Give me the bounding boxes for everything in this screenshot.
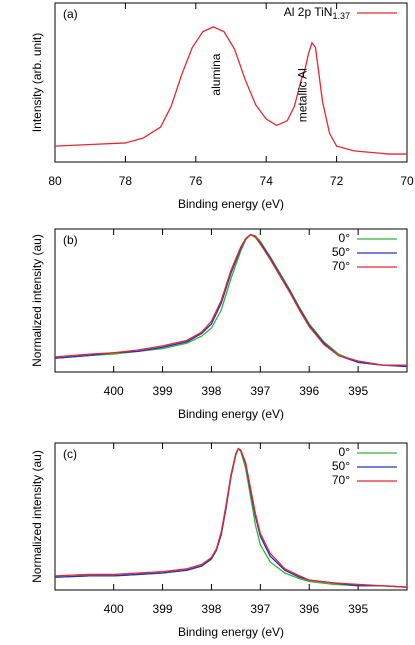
line-series [54, 26, 407, 155]
line-series [54, 233, 408, 368]
y-axis-label: Normalized intensity (au) [30, 234, 44, 367]
x-tick-label: 80 [48, 174, 62, 188]
x-tick-label: 396 [299, 602, 319, 616]
legend-name: 0° [339, 231, 351, 245]
line-series [54, 447, 408, 588]
y-axis-label: Normalized intensity (au) [30, 450, 44, 583]
x-tick-label: 399 [153, 602, 173, 616]
legend-name: 70° [332, 473, 350, 487]
panel-label: (b) [63, 233, 78, 247]
x-tick-label: 400 [104, 384, 124, 398]
x-tick-label: 395 [348, 602, 368, 616]
y-axis-label: Intensity (arb. unit) [30, 33, 44, 132]
panel-label: (c) [63, 447, 77, 461]
line-series [54, 233, 407, 366]
x-tick-label: 395 [348, 384, 368, 398]
plot-frame [54, 228, 408, 373]
x-tick-label: 396 [299, 384, 319, 398]
x-tick-label: 78 [119, 174, 133, 188]
x-tick-label: 398 [201, 384, 221, 398]
annotation: metallic Al [295, 68, 309, 122]
legend-name: Al 2p TiN [284, 5, 333, 19]
legend-label: 50° [332, 245, 350, 259]
x-tick-label: 397 [250, 602, 270, 616]
x-tick-label: 74 [260, 174, 274, 188]
line-series [54, 447, 408, 588]
x-tick-label: 72 [330, 174, 344, 188]
x-tick-label: 399 [153, 384, 173, 398]
x-axis-label: Binding energy (eV) [178, 625, 284, 639]
legend-label: 0° [339, 231, 351, 245]
legend-name: 50° [332, 459, 350, 473]
legend-name: 70° [332, 259, 350, 273]
legend-subscript: 1.37 [332, 11, 350, 21]
legend-label: 50° [332, 459, 350, 473]
plot-frame [54, 2, 408, 163]
x-tick-label: 398 [201, 602, 221, 616]
x-axis-label: Binding energy (eV) [178, 407, 284, 421]
x-tick-label: 70 [400, 174, 414, 188]
panel-label: (a) [63, 7, 78, 21]
line-series [54, 233, 408, 368]
x-tick-label: 397 [250, 384, 270, 398]
legend-label: 70° [332, 259, 350, 273]
legend-label: Al 2p TiN1.37 [284, 5, 350, 21]
legend-name: 50° [332, 245, 350, 259]
plot-frame [54, 442, 408, 591]
x-tick-label: 76 [189, 174, 203, 188]
x-axis-label: Binding energy (eV) [178, 197, 284, 211]
legend-name: 0° [339, 445, 351, 459]
legend-label: 70° [332, 473, 350, 487]
annotation: alumina [209, 53, 223, 95]
legend-label: 0° [339, 445, 351, 459]
line-series [54, 447, 408, 588]
x-tick-label: 400 [104, 602, 124, 616]
